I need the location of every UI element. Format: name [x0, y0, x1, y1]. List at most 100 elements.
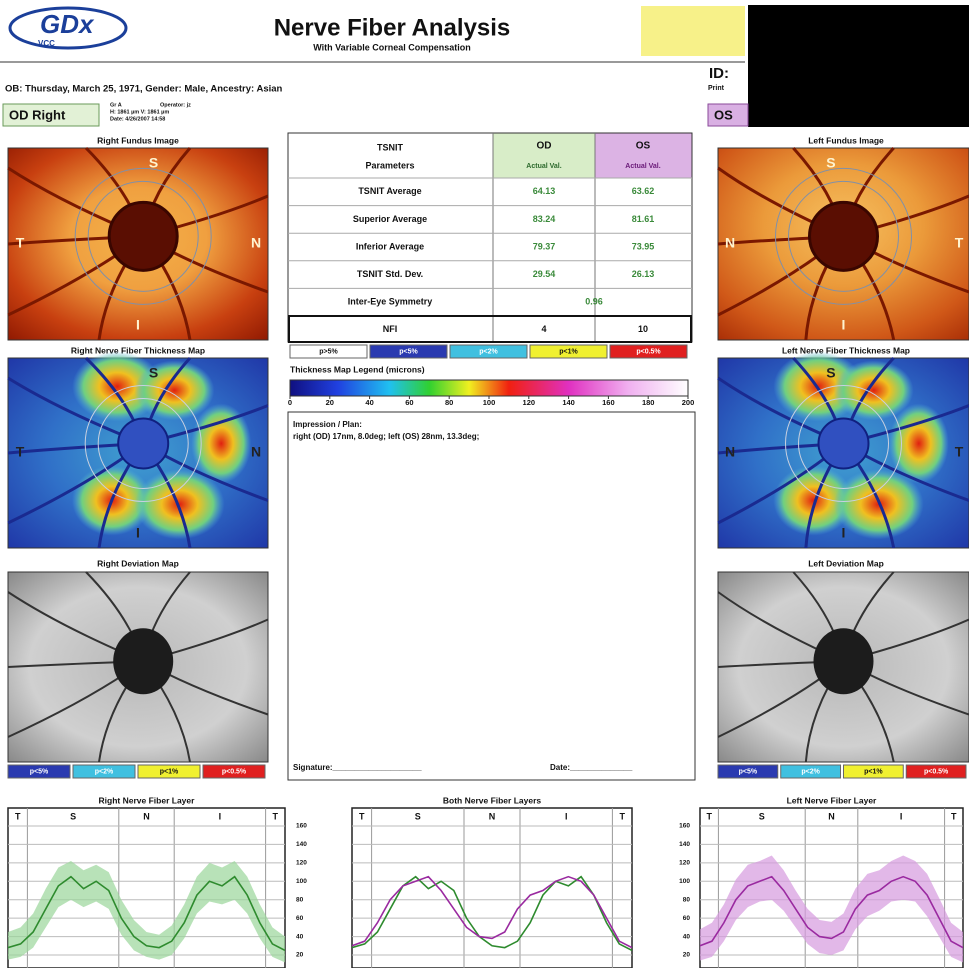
label: TSNIT Average: [358, 186, 421, 196]
label: 20: [326, 398, 334, 407]
label: S: [149, 155, 158, 171]
detail: H: 1861 µm V: 1861 µm: [110, 109, 169, 115]
label: 0.96: [585, 297, 603, 307]
label: 120: [523, 398, 536, 407]
label: Inferior Average: [356, 241, 424, 251]
label: T: [16, 235, 25, 251]
detail: Operator: jz: [160, 102, 191, 108]
label: Right Nerve Fiber Layer: [99, 795, 196, 805]
label: 140: [562, 398, 575, 407]
logo-sub: VCC: [38, 39, 55, 48]
subtitle: With Variable Corneal Compensation: [313, 42, 470, 52]
label: I: [565, 811, 568, 821]
label: T: [619, 811, 625, 821]
label: N: [725, 444, 735, 460]
label: TSNIT: [377, 142, 404, 152]
label: S: [415, 811, 421, 821]
label: 40: [365, 398, 373, 407]
label: 80: [296, 896, 304, 903]
graph-frame: [352, 808, 632, 968]
label: S: [149, 365, 158, 381]
label: 80: [445, 398, 453, 407]
report: GDx VCC Nerve Fiber Analysis With Variab…: [0, 0, 969, 968]
label: 4: [541, 324, 546, 334]
label: 63.62: [632, 186, 655, 196]
label: p<0.5%: [924, 768, 949, 775]
label: NFI: [383, 324, 398, 334]
yellow-box: [641, 6, 745, 56]
legend-title: Thickness Map Legend (microns): [290, 364, 425, 374]
label: T: [706, 811, 712, 821]
label: Left Nerve Fiber Layer: [787, 795, 877, 805]
label: 120: [296, 860, 307, 867]
label: 40: [296, 933, 304, 940]
optic-disc: [819, 419, 869, 469]
label: 20: [296, 952, 304, 959]
optic-disc: [118, 419, 168, 469]
date: Date:______________: [550, 763, 633, 772]
label: Both Nerve Fiber Layers: [443, 795, 542, 805]
nfi-frame: [289, 316, 691, 342]
redacted-box: [748, 5, 969, 127]
patient-info: OB: Thursday, March 25, 1971, Gender: Ma…: [5, 84, 283, 95]
label: T: [273, 811, 279, 821]
id-label: ID:: [709, 65, 729, 82]
label: 160: [679, 823, 690, 830]
signature: Signature:____________________: [293, 763, 422, 772]
label: 26.13: [632, 269, 655, 279]
label: OS: [636, 141, 651, 152]
label: p<1%: [864, 768, 883, 775]
impression-label: Impression / Plan:: [293, 420, 362, 429]
label: p<1%: [160, 768, 179, 775]
label: Actual Val.: [526, 163, 561, 170]
label: 160: [296, 823, 307, 830]
panel-title: Left Deviation Map: [808, 558, 884, 568]
label: p<5%: [399, 348, 418, 355]
panel-title: Right Fundus Image: [97, 135, 179, 145]
label: p<5%: [739, 768, 758, 775]
label: 83.24: [533, 214, 556, 224]
label: Inter-Eye Symmetry: [348, 297, 433, 307]
label: T: [359, 811, 365, 821]
label: 0: [288, 398, 292, 407]
label: I: [219, 811, 222, 821]
detail: Gr A: [110, 102, 122, 108]
label: 40: [683, 933, 691, 940]
label: p<5%: [30, 768, 49, 775]
optic-disc: [113, 628, 173, 694]
label: T: [955, 235, 964, 251]
label: N: [143, 811, 150, 821]
label: 73.95: [632, 241, 655, 251]
label: Superior Average: [353, 214, 427, 224]
label: 160: [602, 398, 615, 407]
optic-disc: [810, 202, 878, 270]
label: 100: [483, 398, 496, 407]
logo: GDx: [40, 9, 95, 39]
impression-box: [288, 412, 695, 780]
label: S: [759, 811, 765, 821]
label: T: [15, 811, 21, 821]
title: Nerve Fiber Analysis: [274, 14, 511, 41]
label: 100: [296, 878, 307, 885]
label: p<2%: [95, 768, 114, 775]
label: 120: [679, 860, 690, 867]
label: N: [251, 235, 261, 251]
label: S: [70, 811, 76, 821]
label: 64.13: [533, 186, 556, 196]
label: 180: [642, 398, 655, 407]
label: p<0.5%: [636, 348, 661, 355]
panel-title: Left Nerve Fiber Thickness Map: [782, 345, 910, 355]
label: N: [489, 811, 496, 821]
label: 10: [638, 324, 648, 334]
label: p<2%: [801, 768, 820, 775]
thickness-legend-bar: [290, 380, 688, 396]
label: 29.54: [533, 269, 556, 279]
label: p<2%: [479, 348, 498, 355]
label: N: [725, 235, 735, 251]
label: 100: [679, 878, 690, 885]
panel-title: Right Nerve Fiber Thickness Map: [71, 345, 205, 355]
label: 60: [683, 915, 691, 922]
label: 81.61: [632, 214, 655, 224]
label: I: [842, 317, 846, 333]
label: N: [251, 444, 261, 460]
